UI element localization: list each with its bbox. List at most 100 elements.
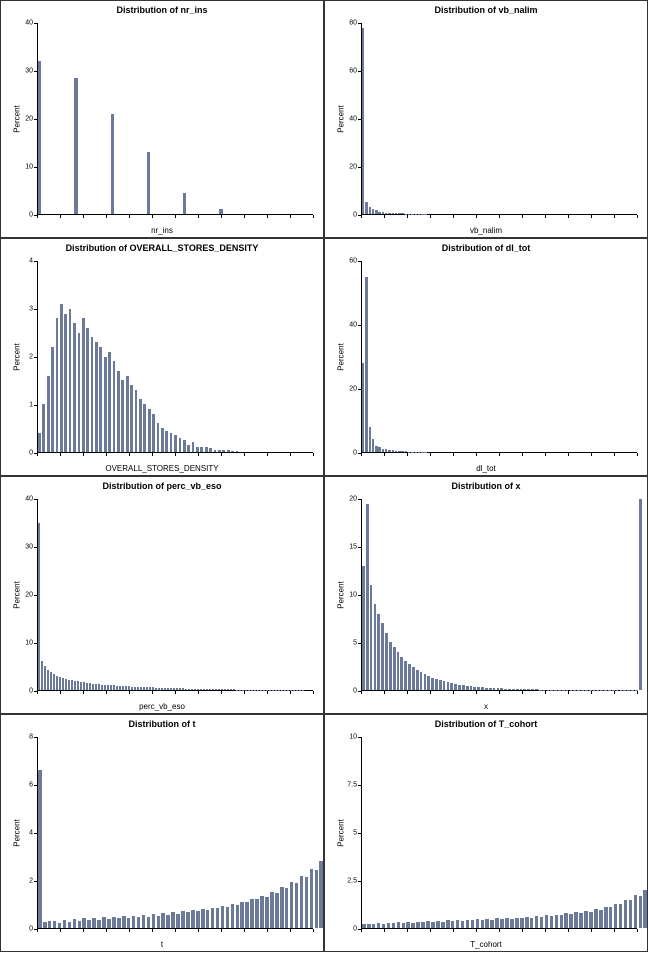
x-tick-mark — [614, 929, 615, 932]
x-tick-mark — [175, 691, 176, 694]
x-tick-mark — [591, 215, 592, 218]
bar — [624, 900, 628, 928]
bar — [545, 915, 549, 928]
bar — [176, 688, 178, 690]
x-tick-mark — [430, 929, 431, 932]
bar — [456, 920, 460, 928]
y-tick-label: 60 — [333, 258, 357, 265]
bar — [250, 899, 254, 928]
bar — [221, 689, 223, 690]
bars-container — [362, 23, 637, 214]
y-tick-label: 1 — [9, 402, 33, 409]
bar — [431, 922, 435, 928]
x-tick-mark — [499, 453, 500, 456]
bar — [134, 687, 136, 690]
bar — [121, 380, 124, 452]
y-tick-mark — [34, 785, 37, 786]
bar — [315, 870, 319, 928]
bar — [161, 688, 163, 690]
bar — [497, 688, 500, 690]
bar — [135, 390, 138, 452]
bar — [147, 152, 150, 214]
bar — [589, 912, 593, 928]
bar — [382, 449, 384, 452]
x-tick-mark — [453, 929, 454, 932]
bar — [408, 664, 411, 690]
bar — [401, 451, 403, 452]
bar — [395, 451, 397, 452]
panel-x: Distribution of xPercentx05101520 — [324, 476, 648, 714]
y-tick-label: 20 — [333, 164, 357, 171]
y-tick-label: 0 — [9, 450, 33, 457]
bar — [362, 924, 366, 928]
bar — [421, 922, 425, 928]
y-tick-label: 0 — [333, 450, 357, 457]
bar — [171, 912, 175, 928]
x-tick-mark — [221, 215, 222, 218]
y-tick-mark — [358, 325, 361, 326]
bar — [77, 681, 79, 690]
bars-container — [38, 737, 313, 928]
x-tick-mark — [453, 691, 454, 694]
bar — [101, 685, 103, 690]
plot-area: 02.557.510 — [361, 737, 637, 929]
chart-title: Distribution of perc_vb_eso — [1, 481, 323, 491]
y-tick-mark — [358, 547, 361, 548]
bar — [132, 916, 136, 928]
bar — [458, 685, 461, 690]
x-tick-mark — [313, 691, 314, 694]
bar — [89, 683, 91, 690]
bar — [466, 686, 469, 690]
bar — [219, 209, 222, 214]
panel-T_cohort: Distribution of T_cohortPercentT_cohort0… — [324, 714, 648, 952]
bar — [192, 442, 195, 452]
bar — [569, 914, 573, 928]
bar — [92, 918, 96, 928]
x-tick-mark — [476, 453, 477, 456]
bar — [362, 28, 364, 214]
bar — [82, 318, 85, 452]
panel-t: Distribution of tPercentt02468 — [0, 714, 324, 952]
bar — [485, 688, 488, 690]
bar — [490, 920, 494, 928]
bar — [435, 679, 438, 690]
plot-area: 0204060 — [361, 261, 637, 453]
x-tick-mark — [591, 453, 592, 456]
bar — [370, 585, 373, 690]
x-tick-mark — [129, 215, 130, 218]
bar — [540, 917, 544, 928]
x-tick-mark — [37, 691, 38, 694]
bars-container — [362, 737, 637, 928]
bar — [166, 915, 170, 928]
y-tick-label: 40 — [9, 20, 33, 27]
bar — [446, 920, 450, 928]
bar — [389, 642, 392, 690]
bar — [411, 923, 415, 928]
bar — [451, 921, 455, 928]
bar — [152, 914, 156, 928]
bar — [231, 451, 234, 452]
bar — [369, 207, 371, 214]
bar — [510, 919, 514, 928]
y-tick-mark — [34, 167, 37, 168]
x-tick-mark — [545, 215, 546, 218]
x-tick-mark — [637, 453, 638, 456]
x-tick-mark — [568, 691, 569, 694]
bar — [639, 896, 643, 928]
bar — [74, 78, 77, 214]
x-tick-mark — [407, 215, 408, 218]
bar — [236, 905, 240, 928]
bar — [462, 685, 465, 690]
y-tick-label: 4 — [9, 830, 33, 837]
x-tick-mark — [152, 453, 153, 456]
bar — [402, 923, 406, 928]
y-tick-label: 40 — [333, 322, 357, 329]
y-tick-mark — [358, 261, 361, 262]
bar — [495, 918, 499, 928]
bar — [245, 902, 249, 928]
x-tick-mark — [384, 215, 385, 218]
bar — [290, 882, 294, 928]
bar — [260, 896, 264, 928]
bar — [104, 357, 107, 453]
bar — [165, 431, 168, 452]
